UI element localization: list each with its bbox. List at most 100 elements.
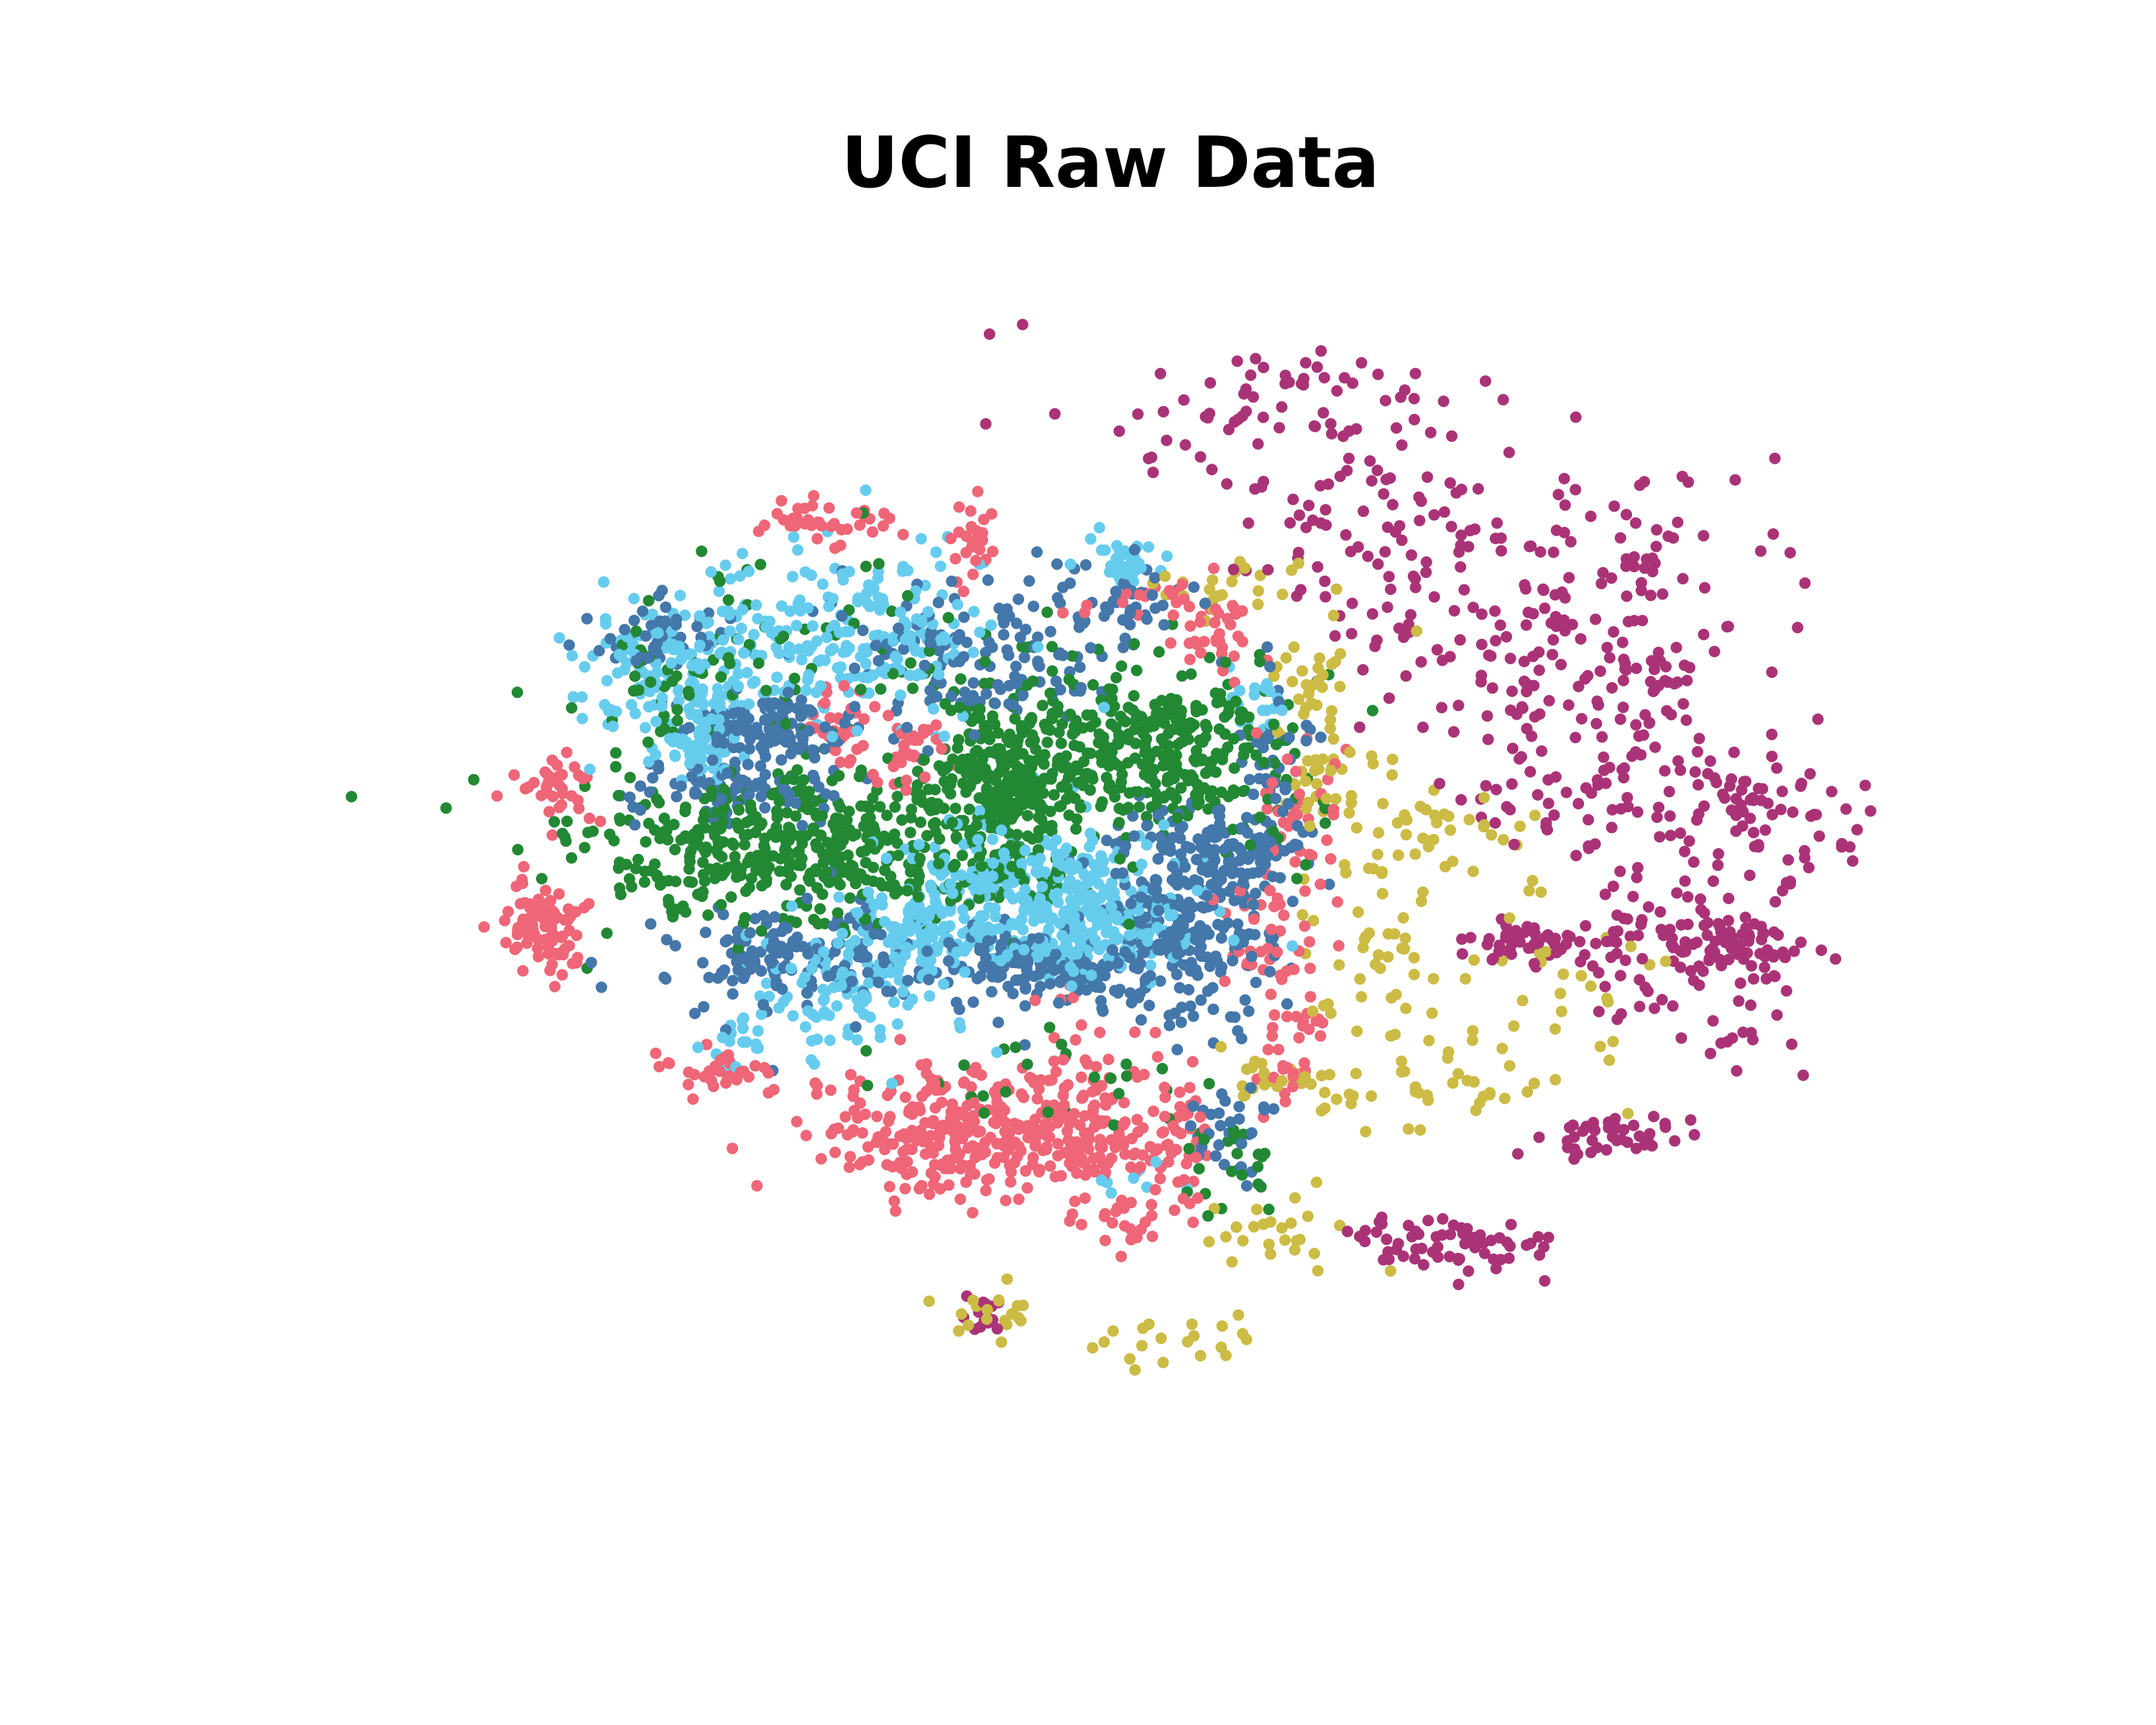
scatter-point [1830,953,1842,965]
scatter-point [1015,913,1028,925]
scatter-point [1563,571,1575,584]
scatter-point [750,1042,763,1054]
scatter-point [1213,723,1225,735]
scatter-point [1129,1364,1141,1376]
scatter-point [708,697,720,709]
scatter-point [1325,765,1337,777]
scatter-point [1526,730,1538,742]
scatter-point [1002,980,1014,993]
scatter-point [1057,649,1069,661]
scatter-point [1347,377,1359,390]
scatter-point [1015,722,1028,735]
scatter-point [862,671,875,684]
scatter-point [1670,641,1682,653]
scatter-point [1000,1195,1012,1207]
scatter-point [1088,859,1100,871]
scatter-point [751,1179,763,1192]
scatter-point [1213,1107,1225,1119]
scatter-point [540,912,552,924]
scatter-point [847,1126,858,1138]
scatter-point [1631,806,1644,818]
scatter-point [1135,1014,1147,1026]
scatter-point [1726,932,1738,944]
scatter-point [1239,994,1251,1006]
scatter-point [954,629,966,641]
scatter-point [1233,1309,1245,1321]
scatter-point [1075,1019,1087,1031]
scatter-point [1494,619,1506,631]
scatter-point [500,937,512,949]
scatter-point [1082,1058,1094,1070]
scatter-point [1237,1235,1249,1247]
scatter-point [1579,673,1591,685]
scatter-point [1052,1149,1064,1162]
scatter-point [704,863,716,875]
scatter-point [1119,632,1131,645]
scatter-point [1756,783,1769,795]
scatter-point [1145,960,1156,972]
scatter-point [1575,956,1587,967]
scatter-point [1170,793,1182,805]
scatter-point [1621,791,1634,804]
scatter-point [1631,871,1643,883]
scatter-point [1522,607,1534,618]
scatter-point [1141,613,1153,625]
scatter-point [939,730,951,742]
scatter-point [1179,439,1192,451]
scatter-point [1740,922,1752,934]
scatter-point [995,1336,1008,1348]
scatter-point [1209,832,1220,844]
scatter-point [1046,640,1058,653]
scatter-point [1013,593,1025,605]
scatter-point [1000,1318,1013,1330]
scatter-point [759,801,771,814]
scatter-point [980,688,992,700]
scatter-point [1330,1093,1342,1105]
scatter-point [738,707,750,719]
scatter-point [889,801,901,813]
scatter-point [1587,1122,1599,1134]
scatter-point [1371,848,1383,860]
scatter-point [1130,709,1143,721]
scatter-point [1185,769,1197,781]
scatter-point [850,507,862,519]
scatter-point [1621,1136,1634,1149]
scatter-point [1268,670,1280,682]
scatter-point [1393,622,1405,635]
scatter-point [974,703,986,715]
scatter-point [1215,1120,1227,1132]
scatter-point [1489,605,1501,617]
scatter-point [1366,704,1378,717]
scatter-point [839,729,851,741]
scatter-point [1048,1031,1060,1044]
scatter-point [1220,656,1232,668]
scatter-point [973,805,985,817]
scatter-point [1299,775,1312,787]
scatter-point [1414,1124,1427,1136]
scatter-point [1648,1110,1660,1123]
scatter-point [954,1193,967,1205]
scatter-point [750,599,763,611]
scatter-point [1598,764,1610,776]
scatter-point [1064,768,1077,780]
scatter-point [1276,589,1289,600]
scatter-point [1159,1091,1171,1103]
scatter-point [1118,1119,1130,1131]
scatter-point [1695,893,1707,905]
scatter-point [629,819,641,831]
scatter-point [1452,1253,1464,1264]
scatter-point [1029,994,1041,1006]
scatter-point [1485,829,1498,841]
scatter-point [1325,714,1337,726]
scatter-point [992,1016,1005,1029]
scatter-point [1222,856,1235,868]
scatter-point [1415,656,1427,668]
scatter-point [1194,1111,1207,1123]
scatter-point [1664,810,1676,822]
scatter-point [784,605,796,617]
scatter-point [1098,865,1110,877]
scatter-point [1204,377,1217,389]
scatter-point [1248,788,1260,801]
scatter-point [1233,1113,1245,1125]
scatter-point [913,870,925,882]
